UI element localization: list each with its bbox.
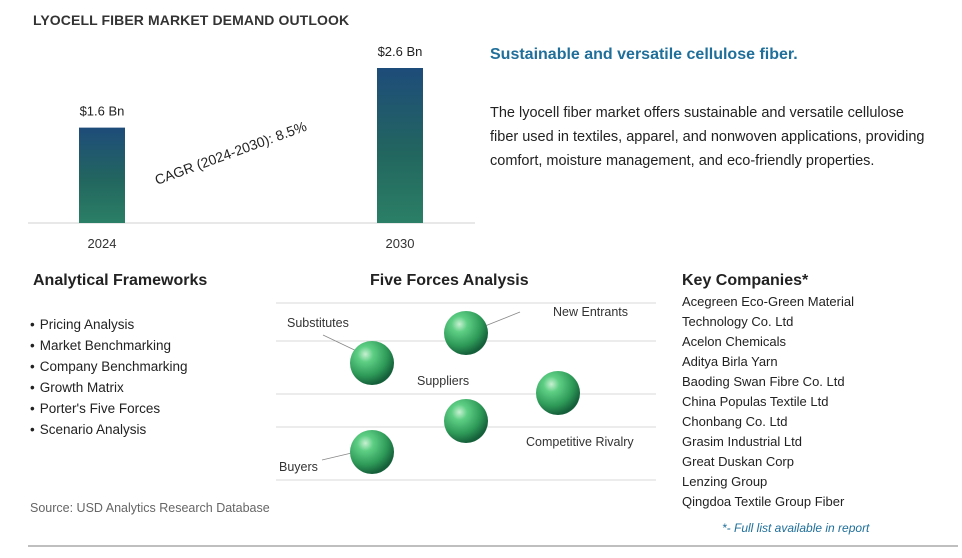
x-tick-label-2030: 2030 [386, 236, 415, 251]
new-entrants-leader [479, 311, 521, 329]
market-bar-chart: $1.6 Bn 2024 $2.6 Bn 2030 CAGR (2024-2030):… [28, 44, 475, 251]
bottom-divider [28, 545, 958, 547]
five-forces-title: Five Forces Analysis [370, 272, 529, 289]
framework-item: Scenario Analysis [30, 419, 188, 440]
key-companies-list: Acegreen Eco-Green Material Technology C… [682, 292, 854, 512]
frameworks-title: Analytical Frameworks [33, 272, 208, 289]
key-companies-title: Key Companies* [682, 272, 809, 289]
company-item: Acegreen Eco-Green Material [682, 294, 854, 309]
frameworks-list: Pricing Analysis Market Benchmarking Com… [30, 314, 188, 440]
cagr-annotation: CAGR (2024-2030): 8.5% [153, 118, 309, 188]
company-item: Technology Co. Ltd [682, 314, 794, 329]
rivalry-sphere [536, 371, 580, 415]
company-item: China Populas Textile Ltd [682, 394, 829, 409]
suppliers-label: Suppliers [417, 374, 469, 388]
data-label-2024: $1.6 Bn [80, 104, 125, 119]
framework-item: Growth Matrix [30, 377, 188, 398]
substitutes-sphere [350, 341, 394, 385]
bar-2024 [79, 127, 125, 223]
buyers-sphere [350, 430, 394, 474]
company-item: Lenzing Group [682, 474, 768, 489]
companies-footnote: *- Full list available in report [722, 521, 870, 535]
framework-item: Market Benchmarking [30, 335, 188, 356]
company-item: Acelon Chemicals [682, 334, 787, 349]
company-item: Chonbang Co. Ltd [682, 414, 788, 429]
substitutes-label: Substitutes [287, 316, 349, 330]
x-tick-label-2024: 2024 [88, 236, 117, 251]
framework-item: Pricing Analysis [30, 314, 188, 335]
company-item: Baoding Swan Fibre Co. Ltd [682, 374, 845, 389]
rivalry-label: Competitive Rivalry [526, 435, 634, 449]
source-note: Source: USD Analytics Research Database [30, 501, 270, 515]
bar-2030 [377, 68, 423, 223]
company-item: Grasim Industrial Ltd [682, 434, 802, 449]
new-entrants-label: New Entrants [553, 305, 628, 319]
page-title: LYOCELL FIBER MARKET DEMAND OUTLOOK [33, 12, 350, 28]
company-item: Qingdoa Textile Group Fiber [682, 494, 845, 509]
framework-item: Porter's Five Forces [30, 398, 188, 419]
buyers-label: Buyers [279, 460, 318, 474]
new-entrants-sphere [444, 311, 488, 355]
company-item: Aditya Birla Yarn [682, 354, 778, 369]
headline: Sustainable and versatile cellulose fibe… [490, 46, 798, 63]
description: The lyocell fiber market offers sustaina… [490, 105, 925, 169]
suppliers-sphere [444, 399, 488, 443]
data-label-2030: $2.6 Bn [378, 44, 423, 59]
company-item: Great Duskan Corp [682, 454, 794, 469]
framework-item: Company Benchmarking [30, 356, 188, 377]
five-forces-diagram: Substitutes New Entrants Suppliers Compe… [276, 302, 656, 481]
